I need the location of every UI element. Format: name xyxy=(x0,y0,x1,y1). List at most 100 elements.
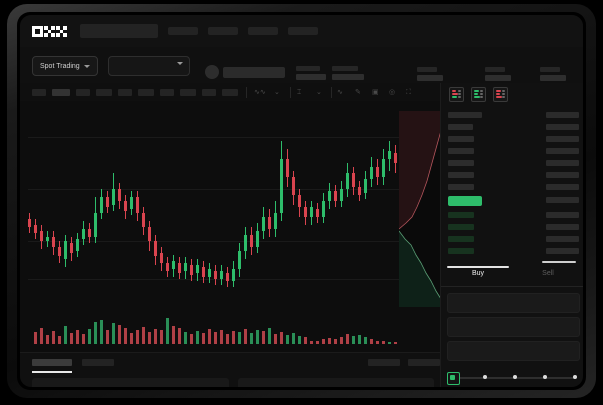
orderbook-bid-row-amount[interactable] xyxy=(546,236,579,242)
candle-body xyxy=(142,213,145,227)
interval-button-5[interactable] xyxy=(118,89,132,96)
orderbook-ask-row-amount[interactable] xyxy=(546,184,579,190)
interval-button-6[interactable] xyxy=(138,89,154,96)
amount-slider-handle[interactable] xyxy=(447,372,460,385)
interval-button-3[interactable] xyxy=(76,89,90,96)
interval-button-1[interactable] xyxy=(32,89,46,96)
interval-button-4[interactable] xyxy=(96,89,112,96)
nav-item-3[interactable] xyxy=(248,27,278,35)
volume-chart xyxy=(20,305,440,350)
total-field[interactable] xyxy=(447,341,580,361)
interval-button-9[interactable] xyxy=(202,89,216,96)
orderbook-ask-row-amount[interactable] xyxy=(546,148,579,154)
candle-body xyxy=(184,263,187,271)
price-field[interactable] xyxy=(447,293,580,313)
chevron-down-icon[interactable]: ⌄ xyxy=(274,89,280,96)
toolbar-divider-1 xyxy=(246,87,247,98)
search-input[interactable] xyxy=(80,24,158,38)
tab-buy[interactable]: Buy xyxy=(471,270,485,277)
candle-body xyxy=(286,159,289,177)
candlestick-chart[interactable] xyxy=(20,101,440,301)
orderbook-ask-row[interactable] xyxy=(448,148,474,154)
chart-gridline-4 xyxy=(28,279,432,280)
orderbook-spread-indicator xyxy=(542,261,576,263)
candle-body xyxy=(34,225,37,233)
orderbook-bid-row[interactable] xyxy=(448,248,474,254)
interval-button-10[interactable] xyxy=(222,89,238,96)
chart-type-icon[interactable]: ⌶ xyxy=(297,89,302,96)
interval-button-2[interactable] xyxy=(52,89,70,96)
line-wave-icon[interactable]: ∿ xyxy=(337,89,343,96)
pencil-icon[interactable]: ✎ xyxy=(355,89,361,96)
volume-bar xyxy=(196,331,199,344)
volume-bar xyxy=(226,334,229,344)
amount-slider-stop-75[interactable] xyxy=(543,375,547,379)
orderbook-last-price-row[interactable] xyxy=(448,196,482,206)
volume-bar xyxy=(232,331,235,344)
orderbook-ask-row[interactable] xyxy=(448,124,473,130)
chart-toolbar: ∿∿ ⌄ ⌶ ⌄ ∿ ✎ ▣ ◎ ⛶ xyxy=(20,83,440,102)
nav-item-1[interactable] xyxy=(168,27,198,35)
orderbook-mode-both-icon[interactable] xyxy=(449,87,464,102)
amount-slider-stop-25[interactable] xyxy=(483,375,487,379)
orderbook-bid-row[interactable] xyxy=(448,212,474,218)
camera-icon[interactable]: ▣ xyxy=(372,89,379,96)
candle-body xyxy=(214,271,217,279)
orderbook-bid-row-amount[interactable] xyxy=(546,248,579,254)
orderbook-bid-row-amount[interactable] xyxy=(546,212,579,218)
volume-bar xyxy=(358,335,361,344)
volume-bar xyxy=(118,325,121,344)
volume-bar xyxy=(364,337,367,344)
settings-icon[interactable]: ◎ xyxy=(389,89,396,96)
candle-body xyxy=(172,261,175,269)
orderbook-bid-row[interactable] xyxy=(448,236,474,242)
candle-body xyxy=(382,159,385,177)
orders-action-1[interactable] xyxy=(368,359,400,366)
top-navigation-bar xyxy=(20,15,583,48)
orders-tab-1[interactable] xyxy=(32,359,72,366)
orderbook-mode-bids-icon[interactable] xyxy=(471,87,486,102)
candle-body xyxy=(70,243,73,253)
orderbook-mode-asks-icon[interactable] xyxy=(493,87,508,102)
interval-button-8[interactable] xyxy=(180,89,196,96)
amount-slider-stop-100[interactable] xyxy=(573,375,577,379)
orderbook-bid-row-amount[interactable] xyxy=(546,224,579,230)
amount-field[interactable] xyxy=(447,317,580,337)
volume-bar xyxy=(82,334,85,344)
orders-card-1[interactable] xyxy=(32,378,229,387)
nav-item-2[interactable] xyxy=(208,27,238,35)
orderbook-ask-row[interactable] xyxy=(448,160,474,166)
fullscreen-icon[interactable]: ⛶ xyxy=(406,89,411,96)
orderbook-ask-row-amount[interactable] xyxy=(546,172,579,178)
orders-tab-2[interactable] xyxy=(82,359,114,366)
orderbook-ask-row[interactable] xyxy=(448,136,474,142)
okx-logo[interactable] xyxy=(32,26,70,37)
volume-bar xyxy=(184,332,187,344)
market-stat-2-label xyxy=(485,67,505,72)
amount-slider-stop-50[interactable] xyxy=(513,375,517,379)
chevron-down-icon[interactable]: ⌄ xyxy=(316,89,322,96)
orderbook-last-price-amount[interactable] xyxy=(546,197,579,203)
tab-sell[interactable]: Sell xyxy=(542,270,554,277)
orderbook-ask-row-amount[interactable] xyxy=(546,136,579,142)
candle-body xyxy=(304,207,307,217)
spot-trading-dropdown[interactable]: Spot Trading xyxy=(32,56,98,76)
volume-bar xyxy=(58,336,61,344)
orders-action-2[interactable] xyxy=(408,359,440,366)
orderbook-ask-row[interactable] xyxy=(448,172,474,178)
nav-item-4[interactable] xyxy=(288,27,318,35)
orderbook-ask-row-amount[interactable] xyxy=(546,160,579,166)
orders-card-2[interactable] xyxy=(238,378,434,387)
candle-body xyxy=(100,197,103,213)
candle-body xyxy=(148,227,151,241)
chart-gridline-2 xyxy=(28,189,432,190)
orderbook-bid-row[interactable] xyxy=(448,224,474,230)
candle-body xyxy=(64,241,67,259)
device-bezel: Spot Trading xyxy=(17,12,586,390)
interval-button-7[interactable] xyxy=(160,89,174,96)
trading-pair-select[interactable] xyxy=(108,56,190,76)
orderbook-ask-row[interactable] xyxy=(448,184,474,190)
orderbook-ask-row-amount[interactable] xyxy=(546,124,579,130)
volume-bar xyxy=(52,331,55,344)
indicators-icon[interactable]: ∿∿ xyxy=(254,89,266,96)
